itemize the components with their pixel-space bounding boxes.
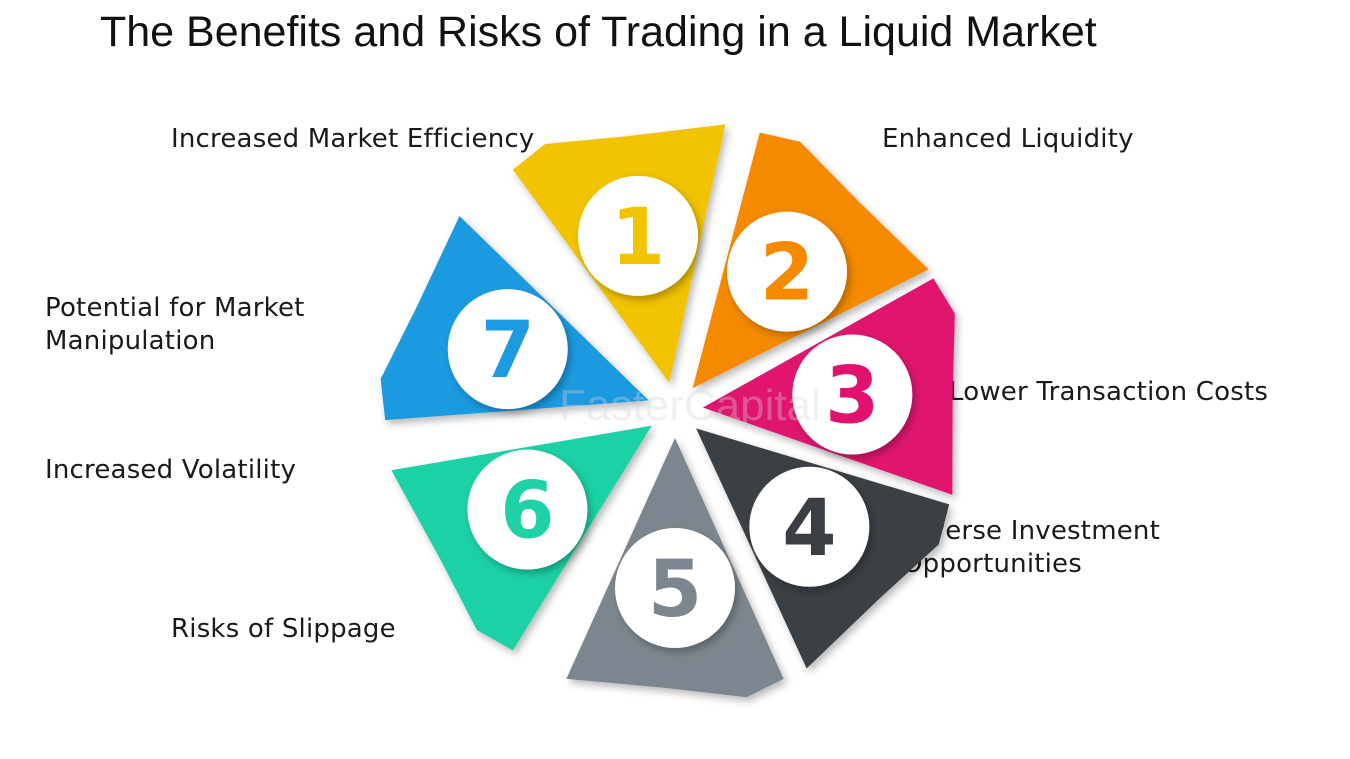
segment-number: 5 xyxy=(648,545,702,635)
segment-number: 3 xyxy=(825,351,879,441)
segment-number: 7 xyxy=(481,306,535,396)
segment-number: 1 xyxy=(611,193,665,283)
segment-number: 4 xyxy=(782,484,836,574)
watermark: FasterCapital xyxy=(559,381,821,430)
segment-number: 6 xyxy=(500,467,554,557)
segment-number: 2 xyxy=(760,229,814,319)
